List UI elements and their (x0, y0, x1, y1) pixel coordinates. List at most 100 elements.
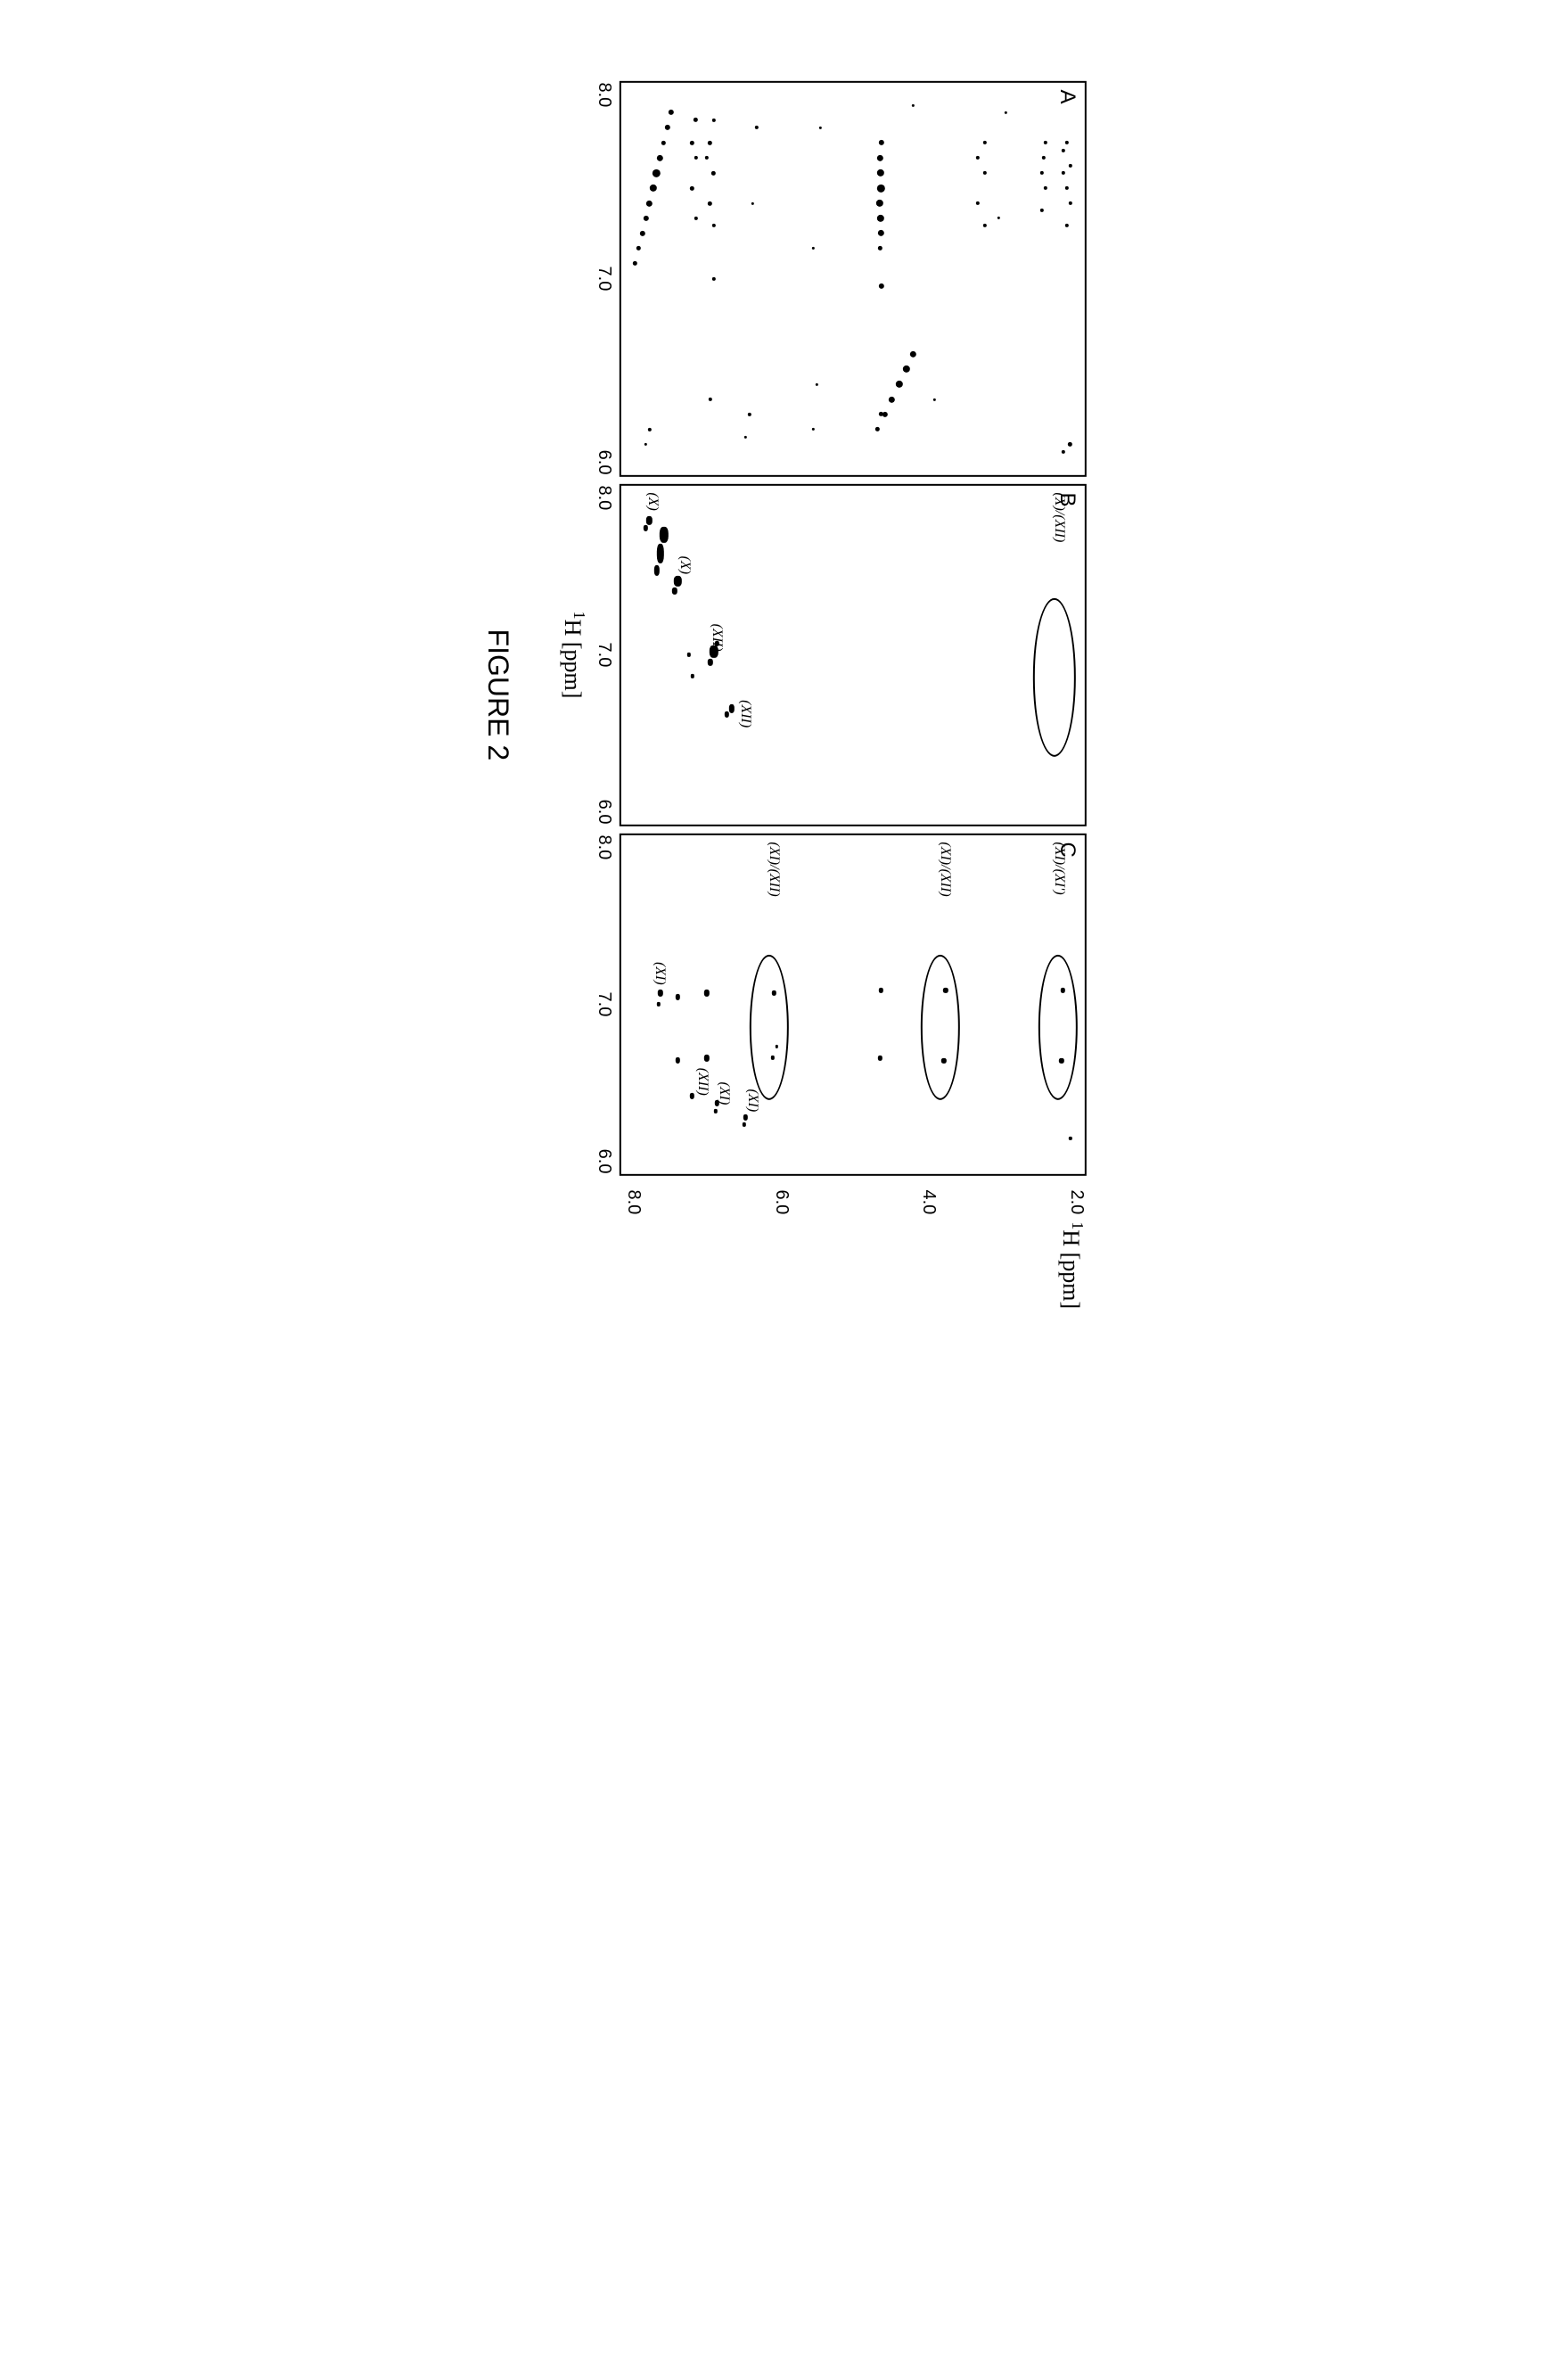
nmr-crosspeak (704, 1055, 710, 1062)
panels-row: A 8.0 7.0 6.0 B (X)/(XII)(XII)(XII)(X)(X… (559, 80, 1087, 1309)
nmr-peak (712, 276, 716, 280)
nmr-crosspeak (742, 1122, 745, 1127)
nmr-crosspeak (729, 704, 735, 713)
nmr-peak (1065, 186, 1069, 190)
nmr-peak (819, 127, 822, 129)
nmr-peak (896, 381, 903, 388)
nmr-peak (709, 398, 712, 401)
nmr-peak (712, 224, 716, 227)
nmr-crosspeak (656, 1002, 660, 1007)
nmr-peak (877, 155, 883, 161)
y-axis-ticks: 2.0 4.0 6.0 8.0 (623, 1182, 1087, 1214)
x-axis-label: 1H [ppm] (559, 611, 594, 698)
nmr-panel-c: C (XI)/(XI')(XI)/(XII)(XI)/(XII)(XI)(XI)… (620, 833, 1087, 1175)
nmr-crosspeak (708, 658, 713, 665)
panel-a-group: A 8.0 7.0 6.0 (594, 80, 1087, 476)
peak-annotation: (XI) (652, 962, 668, 985)
nmr-crosspeak (776, 1045, 778, 1048)
nmr-peak (636, 246, 641, 251)
peak-annotation: (XI)/(XII) (766, 842, 782, 896)
nmr-peak (1062, 450, 1065, 454)
nmr-crosspeak (691, 674, 694, 678)
peak-annotation: (X) (677, 556, 693, 574)
panel-b-x-ticks: 8.0 7.0 6.0 (594, 485, 620, 824)
tick: 8.0 (594, 834, 614, 859)
nmr-peak (708, 201, 712, 205)
highlight-ellipse (921, 955, 960, 1099)
nmr-crosspeak (1069, 1137, 1072, 1140)
nmr-crosspeak (674, 576, 682, 587)
nmr-peak (1069, 164, 1072, 168)
tick: 4.0 (918, 1189, 939, 1214)
nmr-peak (644, 216, 649, 221)
peak-annotation: (XII) (694, 1068, 710, 1096)
nmr-crosspeak (676, 1057, 680, 1064)
nmr-peak (708, 141, 712, 145)
tick: 2.0 (1066, 1189, 1087, 1214)
nmr-peak (712, 119, 716, 122)
nmr-peak (878, 246, 883, 251)
nmr-peak (755, 126, 759, 129)
panel-a-label: A (1055, 89, 1080, 103)
nmr-peak (889, 396, 895, 402)
nmr-peak (1065, 141, 1069, 144)
nmr-peak (903, 366, 910, 373)
tick: 8.0 (594, 485, 614, 510)
tick: 8.0 (623, 1189, 644, 1214)
nmr-peak (1044, 186, 1047, 190)
nmr-peak (1005, 111, 1007, 114)
tick: 6.0 (594, 1149, 614, 1174)
nmr-peak (878, 230, 884, 236)
peak-annotation: (XI)/(XI') (1051, 842, 1067, 894)
peak-annotation: (X) (644, 492, 661, 510)
nmr-crosspeak (743, 1114, 748, 1121)
nmr-peak (640, 231, 645, 236)
nmr-peak (711, 170, 716, 175)
figure-caption: FIGURE 2 (481, 629, 514, 761)
nmr-peak (983, 141, 987, 144)
nmr-peak (661, 141, 666, 145)
nmr-peak (875, 427, 880, 431)
nmr-panel-a: A (620, 80, 1087, 476)
tick: 6.0 (771, 1189, 792, 1214)
peak-annotation: (XI) (716, 1082, 732, 1105)
panel-a-x-ticks: 8.0 7.0 6.0 (594, 82, 620, 474)
nmr-crosspeak (687, 653, 691, 657)
tick: 8.0 (594, 82, 614, 107)
nmr-peak (877, 169, 884, 177)
nmr-crosspeak (770, 1056, 774, 1060)
peak-annotation: (XI)/(XII) (937, 842, 953, 896)
y-axis-label: 1H [ppm] (1057, 1221, 1087, 1309)
nmr-peak (1040, 171, 1044, 175)
panel-b-group: B (X)/(XII)(XII)(XII)(X)(X) 8.0 7.0 6.0 … (559, 483, 1087, 826)
nmr-peak (910, 351, 916, 358)
nmr-crosspeak (879, 988, 883, 993)
nmr-peak (933, 398, 936, 400)
nmr-crosspeak (646, 516, 653, 525)
nmr-peak (816, 382, 818, 385)
nmr-crosspeak (657, 543, 664, 563)
nmr-peak (1041, 156, 1045, 160)
nmr-peak (751, 201, 754, 204)
nmr-crosspeak (713, 1109, 717, 1114)
panel-c-group: C (XI)/(XI')(XI)/(XII)(XI)/(XII)(XI)(XI)… (594, 833, 1087, 1175)
nmr-crosspeak (654, 564, 660, 575)
nmr-peak (877, 215, 884, 222)
nmr-crosspeak (943, 988, 948, 993)
peak-annotation: (XII) (737, 700, 753, 727)
peak-annotation: (X)/(XII) (1051, 492, 1067, 542)
nmr-peak (883, 412, 888, 417)
nmr-peak (648, 428, 652, 431)
nmr-peak (812, 247, 815, 250)
nmr-crosspeak (704, 990, 710, 997)
peak-annotation: (XI) (744, 1089, 760, 1112)
nmr-peak (877, 184, 885, 192)
nmr-peak (748, 413, 751, 416)
nmr-peak (694, 118, 698, 122)
highlight-ellipse (750, 955, 789, 1099)
nmr-peak (983, 171, 987, 175)
nmr-peak (665, 125, 670, 130)
nmr-peak (644, 443, 647, 446)
nmr-peak (976, 201, 980, 205)
nmr-peak (690, 185, 694, 190)
